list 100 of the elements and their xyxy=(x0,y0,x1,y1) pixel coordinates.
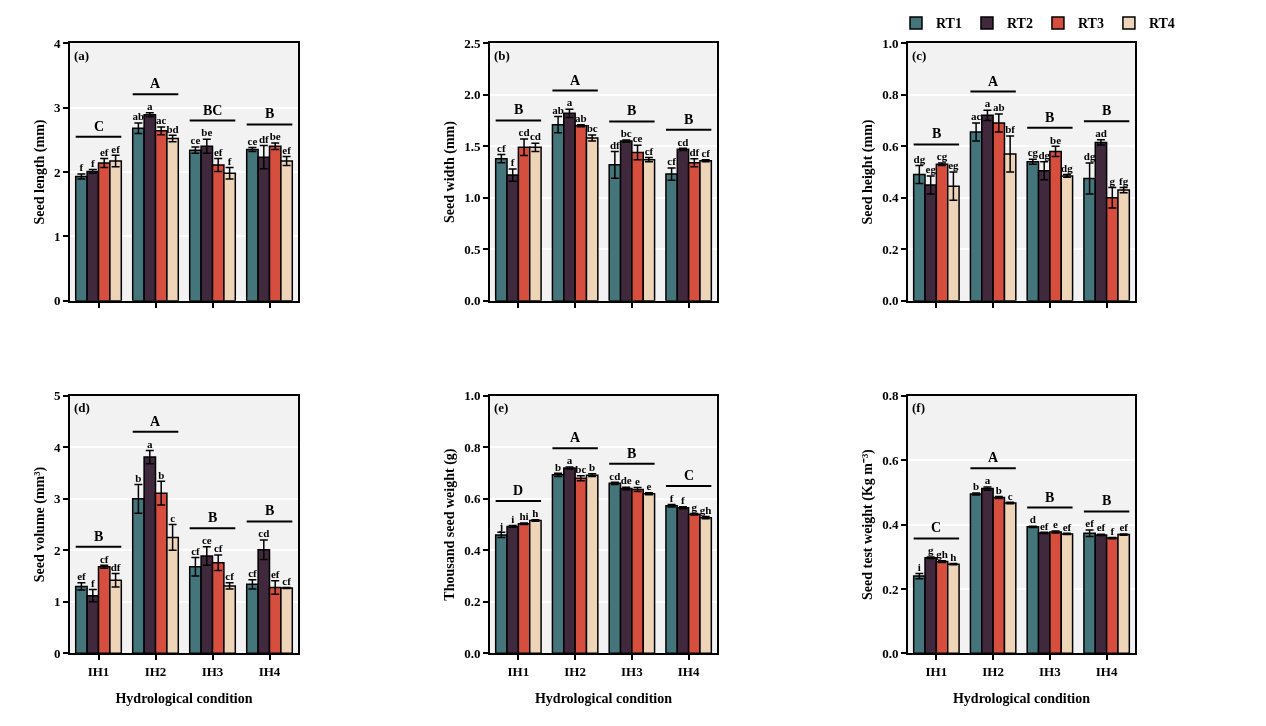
x-tick-label: IH3 xyxy=(1039,663,1062,679)
data-label: cf xyxy=(225,570,235,583)
x-tick-label: IH1 xyxy=(925,663,948,679)
y-axis-title: Thousand seed weight (g) xyxy=(442,448,459,601)
data-label: a xyxy=(147,100,154,113)
y-tick-label: 1 xyxy=(53,594,61,610)
data-label: a xyxy=(147,437,154,450)
data-label: g xyxy=(927,544,934,557)
y-tick-label: 2 xyxy=(53,542,61,558)
data-label: a xyxy=(984,97,991,110)
y-axis-title: Seed height (mm) xyxy=(860,119,877,225)
data-label: i xyxy=(917,560,921,573)
data-label: e xyxy=(646,479,652,492)
data-label: cd xyxy=(529,130,541,143)
data-label: j xyxy=(498,519,504,532)
annotation: B xyxy=(265,503,275,518)
data-label: g xyxy=(1109,174,1116,187)
annotation: B xyxy=(514,102,524,117)
data-label: ce xyxy=(190,134,201,147)
y-tick-label: 0.0 xyxy=(882,645,899,661)
annotation: BC xyxy=(203,103,223,118)
y-tick-label: 1 xyxy=(53,228,61,244)
y-axis-title: Seed width (mm) xyxy=(442,120,459,223)
data-label: cd xyxy=(677,135,689,148)
data-label: cf xyxy=(497,141,506,154)
y-axis-title: Seed test weight (Kg m⁻³) xyxy=(860,448,877,600)
data-label: cd xyxy=(609,469,621,482)
y-tick-label: 4 xyxy=(53,35,61,51)
data-label: ef xyxy=(99,145,109,158)
y-tick-label: 0.8 xyxy=(882,388,899,404)
data-label: ce xyxy=(247,134,258,147)
y-tick-label: 0.4 xyxy=(464,542,481,558)
y-tick-label: 0.6 xyxy=(464,491,481,507)
data-label: ef xyxy=(270,567,280,580)
data-label: gh xyxy=(936,547,948,560)
data-label: ef xyxy=(77,570,87,583)
data-label: ef xyxy=(1085,517,1095,530)
annotation: C xyxy=(931,520,942,535)
data-label: h xyxy=(532,506,539,519)
y-tick-label: 1.0 xyxy=(464,190,481,206)
y-tick-label: 3 xyxy=(53,100,61,116)
data-label: dg xyxy=(913,152,926,165)
y-tick-label: 0.6 xyxy=(882,452,899,468)
data-label: b xyxy=(135,471,142,484)
y-tick-label: 2.5 xyxy=(464,35,481,51)
y-tick-label: 0.6 xyxy=(882,138,899,154)
y-tick-label: 1.5 xyxy=(464,138,481,154)
y-tick-label: 0 xyxy=(53,293,61,309)
annotation: B xyxy=(627,103,637,118)
x-tick-label: IH1 xyxy=(507,663,530,679)
annotation: A xyxy=(570,430,581,445)
x-axis-title: Hydrological condition xyxy=(534,690,673,706)
data-label: ef xyxy=(111,142,121,155)
annotation: B xyxy=(1102,103,1112,118)
data-label: df xyxy=(689,145,700,158)
data-label: b xyxy=(995,483,1002,496)
data-label: df xyxy=(110,560,121,573)
data-label: b xyxy=(973,480,980,493)
data-label: f xyxy=(669,491,674,504)
annotation: D xyxy=(513,483,524,498)
data-label: f xyxy=(90,156,95,169)
data-label: ef xyxy=(1039,519,1049,532)
data-label: cf xyxy=(701,146,711,159)
data-label: be xyxy=(201,126,213,139)
chart-title: (f) xyxy=(912,400,925,415)
y-tick-label: 0.0 xyxy=(882,293,899,309)
data-label: ac xyxy=(156,114,167,127)
x-axis-title: Hydrological condition xyxy=(115,690,253,706)
data-label: de xyxy=(620,474,632,487)
y-tick-label: 0 xyxy=(53,645,61,661)
annotation: B xyxy=(1045,110,1055,125)
legend-label: RT4 xyxy=(1148,16,1175,32)
annotation: C xyxy=(94,119,105,134)
y-tick-label: 0.0 xyxy=(464,645,481,661)
x-tick-label: IH3 xyxy=(201,663,224,679)
data-label: df xyxy=(609,138,621,151)
data-label: cf xyxy=(282,574,292,587)
data-label: hi xyxy=(519,510,529,523)
data-label: cg xyxy=(1027,146,1039,159)
y-axis-title: Seed volume (mm³) xyxy=(32,466,48,583)
y-tick-label: 1.0 xyxy=(464,388,481,404)
annotation: A xyxy=(150,414,161,429)
data-label: a xyxy=(566,454,573,467)
data-label: eg xyxy=(948,159,960,172)
y-tick-label: 5 xyxy=(53,388,61,404)
y-tick-label: 2 xyxy=(53,164,61,180)
data-label: ef xyxy=(1119,521,1129,534)
data-label: g xyxy=(691,500,698,513)
data-label: dg xyxy=(1083,150,1096,163)
data-label: f xyxy=(227,154,232,167)
data-label: h xyxy=(950,550,957,563)
y-tick-label: 2.0 xyxy=(464,87,481,103)
data-label: fg xyxy=(1119,174,1129,187)
data-label: f xyxy=(510,156,515,169)
legend-label: RT3 xyxy=(1077,16,1104,32)
data-label: bd xyxy=(166,122,179,135)
data-label: cf xyxy=(213,542,223,555)
y-tick-label: 0.2 xyxy=(882,241,899,257)
data-label: ef xyxy=(1062,520,1072,533)
data-label: f xyxy=(681,494,686,507)
